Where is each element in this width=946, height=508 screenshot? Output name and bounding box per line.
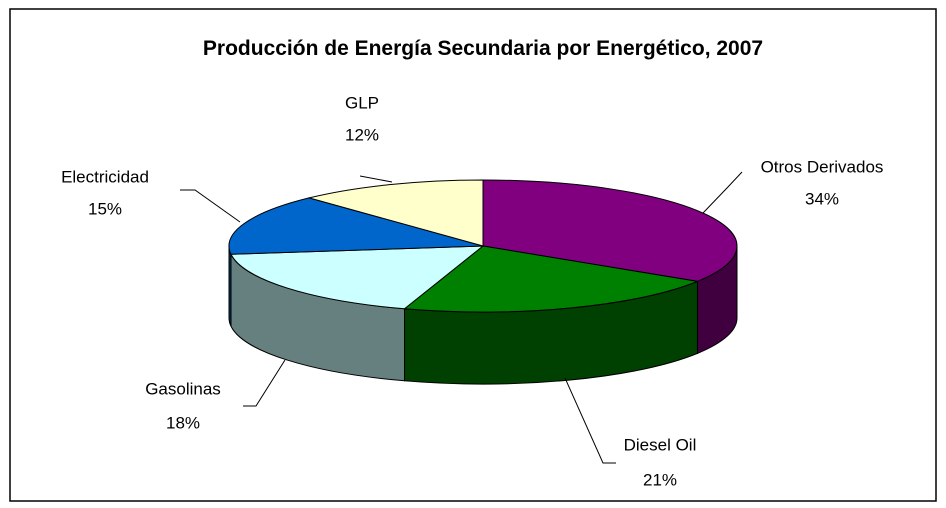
data-label-name: GLP — [345, 93, 379, 112]
data-label-value: 15% — [88, 199, 122, 218]
slice — [403, 245, 700, 313]
data-label-name: Diesel Oil — [624, 435, 697, 454]
data-label-name: Gasolinas — [145, 379, 221, 398]
leader-line — [359, 175, 393, 183]
data-label-name: Otros Derivados — [761, 157, 884, 176]
leader-line — [243, 359, 286, 407]
data-label-value: 12% — [345, 125, 379, 144]
slice — [307, 179, 484, 247]
data-label-value: 21% — [643, 470, 677, 489]
data-label-value: 34% — [805, 189, 839, 208]
leader-line — [702, 171, 743, 214]
data-label-name: Electricidad — [61, 167, 149, 186]
slice — [230, 245, 485, 310]
leader-line — [564, 377, 616, 464]
leader-line — [180, 189, 241, 223]
chart-title: Producción de Energía Secundaria por Ene… — [202, 37, 764, 60]
data-label-value: 18% — [166, 413, 200, 432]
slice — [228, 197, 484, 255]
slice-side — [228, 245, 232, 327]
